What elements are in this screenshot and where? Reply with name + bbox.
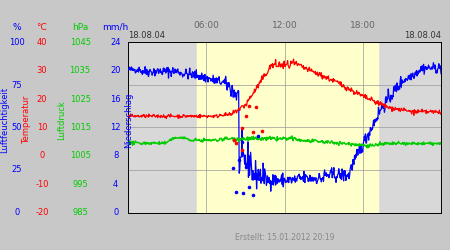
Text: 20: 20 xyxy=(110,66,121,75)
Text: 20: 20 xyxy=(36,95,47,104)
Text: Luftfeuchtigkeit: Luftfeuchtigkeit xyxy=(0,87,9,153)
Text: hPa: hPa xyxy=(72,23,88,32)
Text: 4: 4 xyxy=(113,180,118,189)
Point xyxy=(233,190,240,194)
Text: -10: -10 xyxy=(35,180,49,189)
Text: 18.08.04: 18.08.04 xyxy=(128,31,165,40)
Text: 1005: 1005 xyxy=(70,151,90,160)
Text: 24: 24 xyxy=(110,38,121,47)
Point xyxy=(256,178,264,182)
Point xyxy=(243,114,250,118)
Point xyxy=(255,134,262,138)
Text: Erstellt: 15.01.2012 20:19: Erstellt: 15.01.2012 20:19 xyxy=(235,233,334,242)
Text: 1035: 1035 xyxy=(70,66,90,75)
Bar xyxy=(197,42,378,212)
Point xyxy=(250,130,257,134)
Text: 100: 100 xyxy=(9,38,25,47)
Text: 0: 0 xyxy=(14,208,20,217)
Text: 18.08.04: 18.08.04 xyxy=(404,31,441,40)
Text: 25: 25 xyxy=(12,166,22,174)
Point xyxy=(252,105,259,109)
Text: 10: 10 xyxy=(36,123,47,132)
Point xyxy=(245,185,252,189)
Point xyxy=(258,129,265,133)
Text: mm/h: mm/h xyxy=(103,23,129,32)
Text: 1015: 1015 xyxy=(70,123,90,132)
Text: 30: 30 xyxy=(36,66,47,75)
Point xyxy=(243,165,250,169)
Text: 06:00: 06:00 xyxy=(194,21,220,30)
Point xyxy=(239,191,247,195)
Text: 0: 0 xyxy=(113,208,118,217)
Point xyxy=(230,166,237,170)
Text: -20: -20 xyxy=(35,208,49,217)
Point xyxy=(245,104,252,108)
Point xyxy=(258,177,265,181)
Text: 12: 12 xyxy=(110,123,121,132)
Text: 18:00: 18:00 xyxy=(350,21,376,30)
Text: 0: 0 xyxy=(39,151,45,160)
Point xyxy=(250,193,257,197)
Text: 40: 40 xyxy=(36,38,47,47)
Text: °C: °C xyxy=(36,23,47,32)
Point xyxy=(238,148,246,152)
Text: Niederschlag: Niederschlag xyxy=(124,92,133,148)
Point xyxy=(233,141,240,145)
Point xyxy=(239,126,246,130)
Text: 12:00: 12:00 xyxy=(272,21,297,30)
Text: %: % xyxy=(13,23,22,32)
Text: 1025: 1025 xyxy=(70,95,90,104)
Text: 1045: 1045 xyxy=(70,38,90,47)
Text: Luftdruck: Luftdruck xyxy=(58,100,67,140)
Text: 75: 75 xyxy=(12,80,22,90)
Text: Temperatur: Temperatur xyxy=(22,96,31,144)
Text: 8: 8 xyxy=(113,151,118,160)
Point xyxy=(235,158,242,162)
Point xyxy=(231,138,238,142)
Text: 995: 995 xyxy=(72,180,88,189)
Text: 16: 16 xyxy=(110,95,121,104)
Text: 50: 50 xyxy=(12,123,22,132)
Point xyxy=(239,140,246,144)
Text: 985: 985 xyxy=(72,208,88,217)
